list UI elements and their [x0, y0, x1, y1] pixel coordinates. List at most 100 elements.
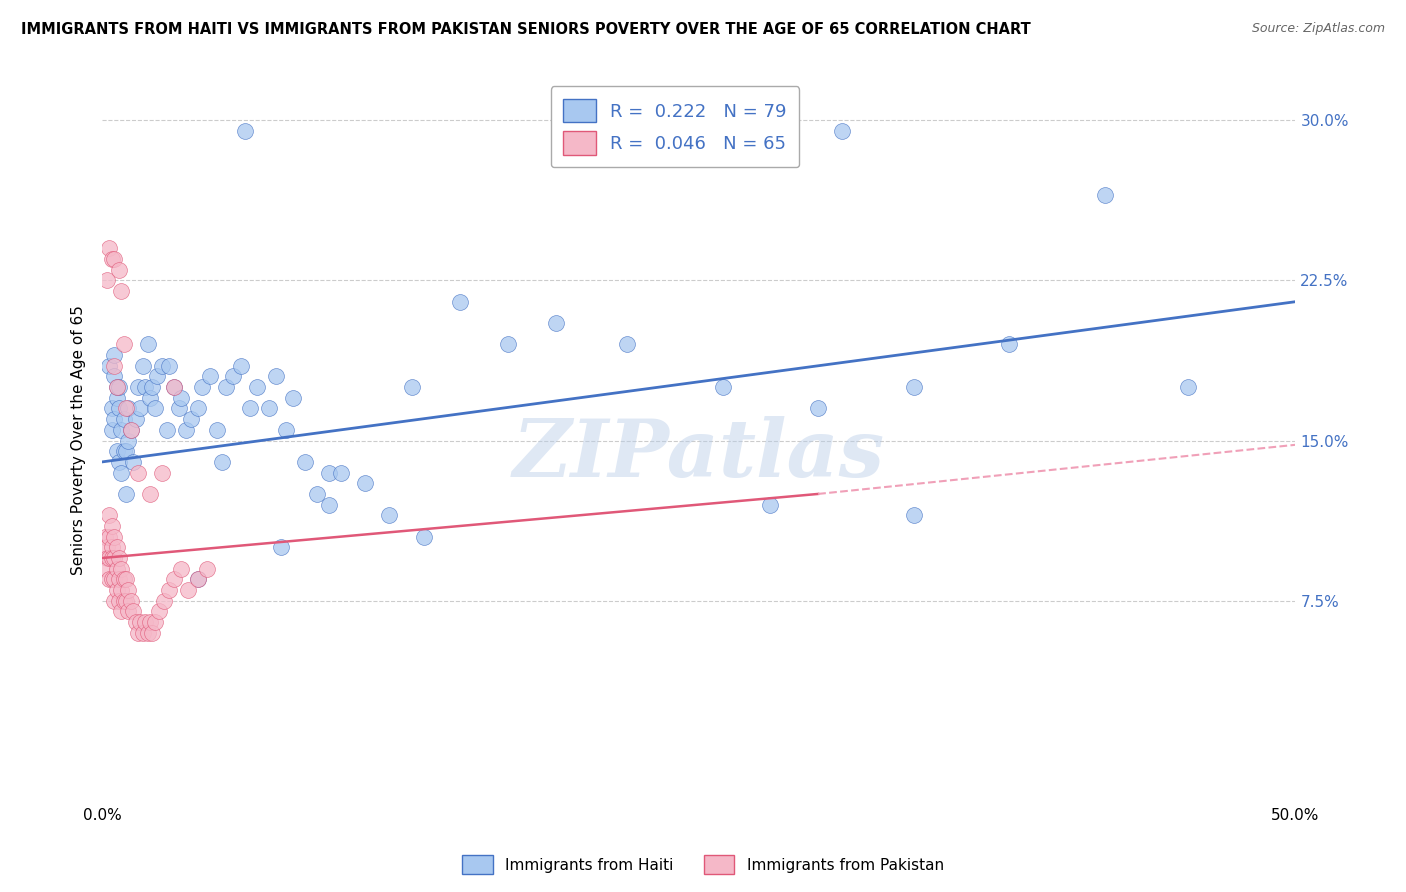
Point [141, 625, 163, 640]
Point [187, 573, 209, 587]
Point [108, 401, 131, 416]
Point [132, 625, 155, 640]
Point [108, 551, 131, 566]
Point [129, 401, 152, 416]
Point [100, 541, 122, 555]
Point [239, 401, 262, 416]
Point [139, 391, 162, 405]
Point [103, 551, 125, 566]
Point [108, 262, 131, 277]
Point [998, 337, 1021, 351]
Point [195, 562, 218, 576]
Point [100, 252, 122, 266]
Point [103, 348, 125, 362]
Point [146, 369, 169, 384]
Point [120, 423, 142, 437]
Point [318, 498, 340, 512]
Point [157, 359, 180, 373]
Text: Source: ZipAtlas.com: Source: ZipAtlas.com [1251, 22, 1385, 36]
Point [117, 401, 139, 416]
Point [270, 541, 292, 555]
Point [170, 391, 193, 405]
Point [156, 423, 179, 437]
Point [449, 294, 471, 309]
Point [807, 401, 830, 416]
Point [153, 593, 176, 607]
Point [139, 487, 162, 501]
Point [108, 380, 131, 394]
Point [544, 316, 567, 330]
Point [187, 401, 209, 416]
Point [103, 359, 125, 373]
Point [134, 615, 156, 629]
Point [127, 625, 149, 640]
Point [377, 508, 399, 523]
Point [143, 615, 166, 629]
Point [163, 380, 186, 394]
Point [496, 337, 519, 351]
Point [103, 369, 125, 384]
Point [170, 562, 193, 576]
Point [329, 466, 352, 480]
Point [98, 573, 121, 587]
Point [117, 582, 139, 597]
Point [401, 380, 423, 394]
Point [157, 582, 180, 597]
Point [246, 380, 269, 394]
Point [100, 573, 122, 587]
Point [1177, 380, 1199, 394]
Point [103, 252, 125, 266]
Point [711, 380, 734, 394]
Point [222, 369, 245, 384]
Point [103, 573, 125, 587]
Legend: R =  0.222   N = 79, R =  0.046   N = 65: R = 0.222 N = 79, R = 0.046 N = 65 [551, 87, 800, 167]
Point [105, 444, 128, 458]
Point [105, 562, 128, 576]
Point [150, 359, 173, 373]
Point [148, 604, 170, 618]
Point [229, 359, 252, 373]
Point [96, 562, 118, 576]
Point [115, 401, 138, 416]
Point [163, 380, 186, 394]
Point [110, 284, 132, 298]
Point [120, 423, 142, 437]
Point [831, 124, 853, 138]
Point [103, 530, 125, 544]
Point [103, 593, 125, 607]
Point [211, 455, 233, 469]
Point [110, 604, 132, 618]
Point [115, 444, 138, 458]
Y-axis label: Seniors Poverty Over the Age of 65: Seniors Poverty Over the Age of 65 [72, 306, 86, 575]
Point [903, 380, 925, 394]
Point [100, 519, 122, 533]
Point [110, 562, 132, 576]
Point [105, 582, 128, 597]
Point [98, 530, 121, 544]
Point [413, 530, 436, 544]
Point [143, 401, 166, 416]
Point [112, 444, 135, 458]
Point [115, 487, 138, 501]
Point [105, 541, 128, 555]
Point [191, 380, 214, 394]
Point [98, 508, 121, 523]
Point [353, 476, 375, 491]
Point [616, 337, 638, 351]
Point [127, 380, 149, 394]
Point [122, 455, 145, 469]
Point [120, 593, 142, 607]
Point [124, 615, 146, 629]
Point [108, 455, 131, 469]
Point [129, 615, 152, 629]
Point [167, 401, 190, 416]
Point [110, 582, 132, 597]
Point [110, 423, 132, 437]
Point [100, 401, 122, 416]
Point [139, 615, 162, 629]
Point [122, 604, 145, 618]
Point [187, 573, 209, 587]
Point [112, 593, 135, 607]
Point [105, 380, 128, 394]
Point [110, 466, 132, 480]
